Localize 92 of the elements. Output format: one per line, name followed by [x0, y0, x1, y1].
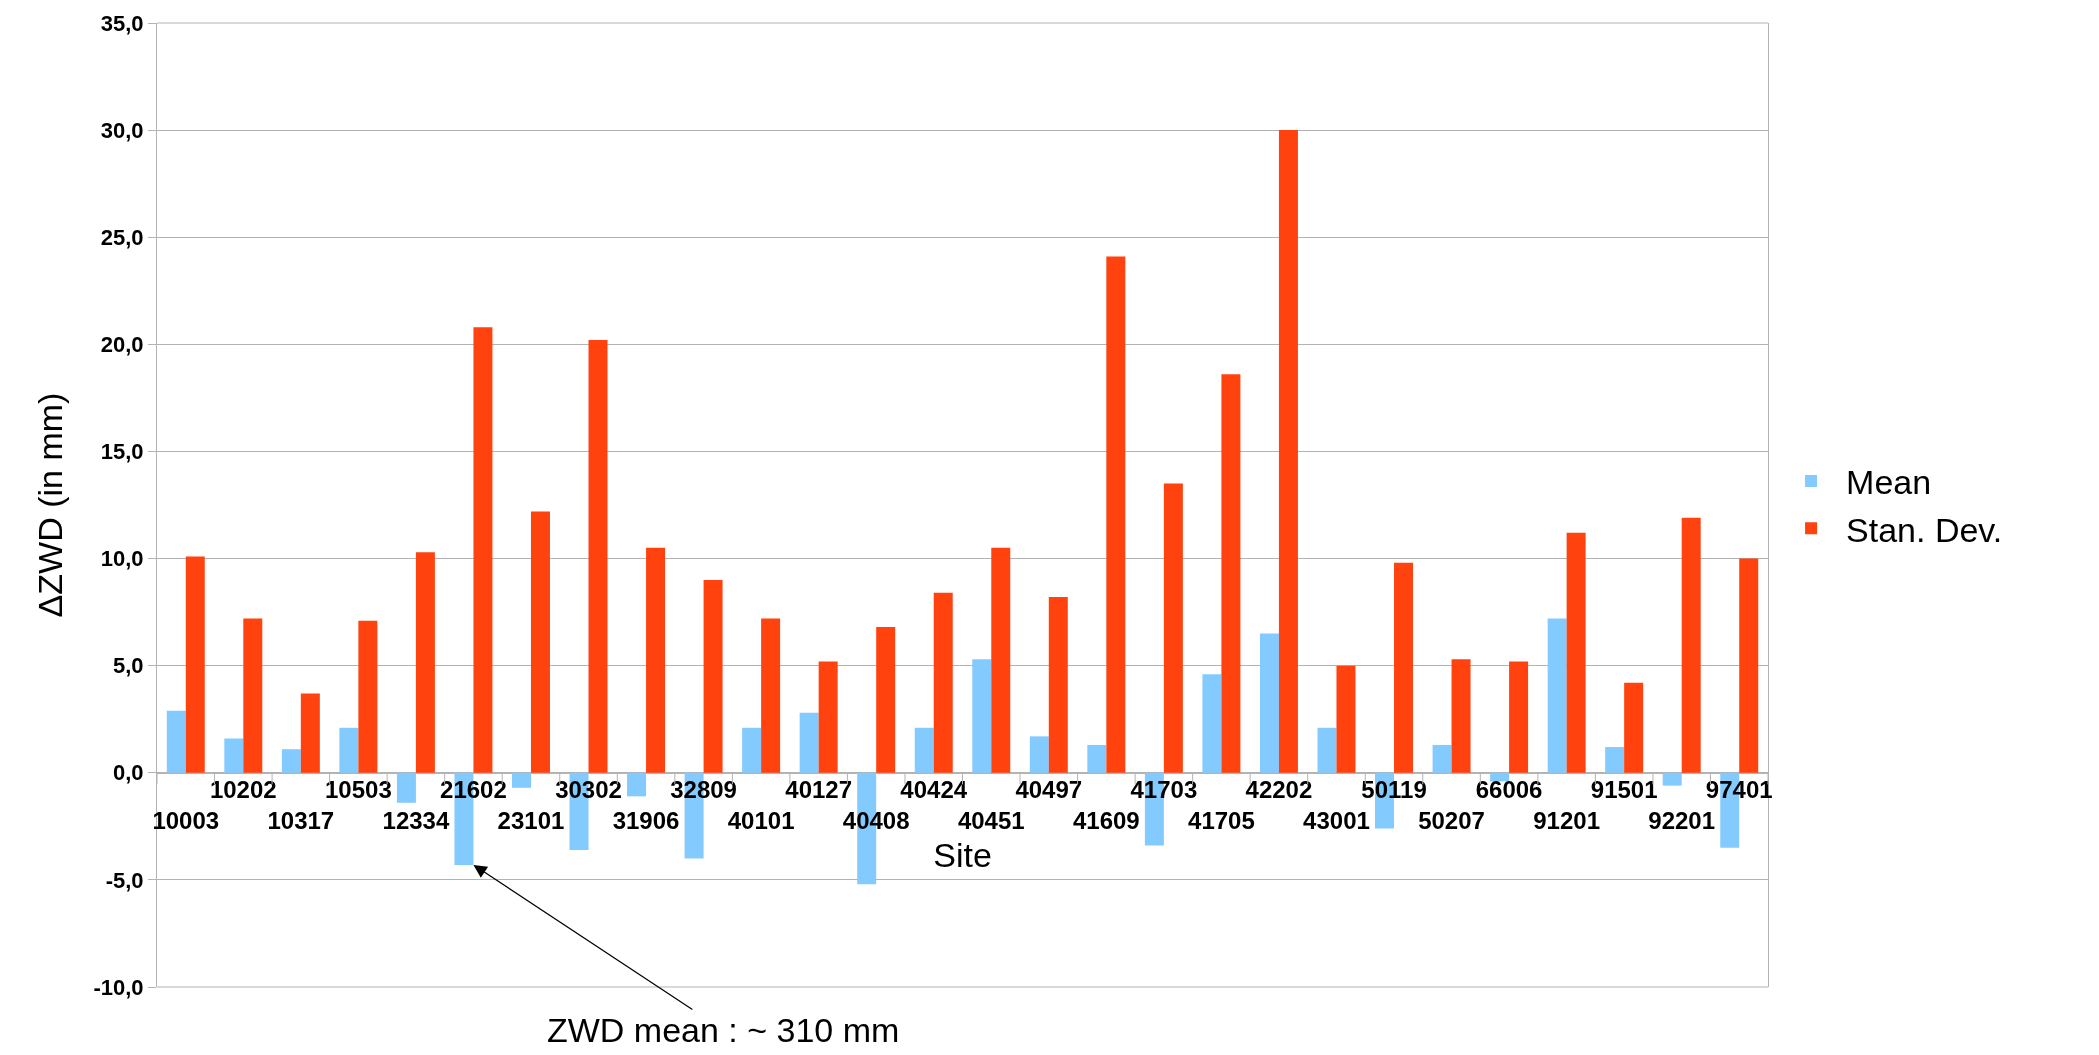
bar — [1739, 558, 1759, 773]
x-tick-label: 40497 — [1015, 775, 1083, 803]
bar — [1394, 562, 1413, 773]
x-tick-label: 10202 — [209, 775, 277, 803]
bar — [300, 693, 320, 773]
bar — [1336, 665, 1356, 773]
bar — [166, 710, 186, 773]
bar — [415, 552, 435, 773]
bar — [1106, 256, 1126, 773]
bar — [473, 327, 493, 773]
x-tick-label: 91201 — [1533, 806, 1601, 834]
bar — [224, 738, 244, 773]
bar — [646, 547, 666, 773]
x-tick-label: 50207 — [1418, 806, 1485, 834]
bar — [1566, 532, 1586, 773]
x-tick-label: 40424 — [900, 775, 968, 803]
legend-label: Mean — [1846, 463, 1932, 502]
bar — [627, 772, 647, 797]
x-tick-label: 10317 — [267, 806, 335, 834]
bar — [1163, 483, 1183, 773]
bar — [339, 727, 359, 773]
bar — [1202, 674, 1222, 773]
x-tick-label: 41705 — [1188, 806, 1255, 834]
bar — [1451, 659, 1471, 773]
bar — [972, 659, 992, 773]
y-tick-label: 15,0 — [100, 439, 144, 465]
bar — [281, 749, 301, 773]
y-tick-label: 0,0 — [113, 760, 144, 786]
bar — [1278, 130, 1298, 773]
bar — [1048, 597, 1068, 773]
y-tick-label: 35,0 — [100, 10, 144, 36]
y-tick-label: -5,0 — [105, 867, 144, 893]
y-tick-label: 25,0 — [100, 224, 144, 250]
x-tick-label: 92201 — [1648, 806, 1716, 834]
x-tick-label: 42202 — [1245, 775, 1313, 803]
bar — [1432, 744, 1452, 773]
bar — [530, 511, 550, 773]
bar — [876, 627, 896, 773]
y-axis-title: ΔZWD (in mm) — [31, 392, 70, 618]
x-tick-label: 40101 — [727, 806, 795, 834]
x-tick-label: 66006 — [1475, 775, 1543, 803]
bar — [512, 772, 531, 788]
x-tick-label: 10003 — [152, 806, 220, 834]
bar — [933, 592, 953, 773]
bar — [358, 620, 378, 773]
bar — [1547, 618, 1567, 773]
bar — [818, 661, 838, 773]
x-tick-label: 41609 — [1072, 806, 1140, 834]
y-tick-label: 10,0 — [100, 546, 144, 572]
bar — [185, 556, 205, 773]
x-tick-label: 41703 — [1130, 775, 1198, 803]
bar — [243, 618, 263, 773]
bar — [1221, 374, 1241, 773]
y-tick-label: 5,0 — [113, 653, 144, 679]
x-tick-label: 32809 — [670, 775, 737, 803]
x-tick-label: 91501 — [1590, 775, 1658, 803]
bar — [703, 579, 723, 773]
x-tick-label: 30302 — [555, 775, 622, 803]
x-tick-label: 10503 — [325, 775, 392, 803]
x-tick-label: 40408 — [842, 806, 910, 834]
bar — [1490, 772, 1510, 782]
bar — [1662, 772, 1682, 786]
bar — [1259, 633, 1279, 773]
bar — [1605, 747, 1625, 773]
x-axis-title: Site — [933, 836, 992, 875]
x-tick-label: 97401 — [1705, 775, 1773, 803]
legend-label: Stan. Dev. — [1846, 510, 2003, 549]
bar — [1681, 517, 1701, 773]
y-tick-label: -10,0 — [93, 974, 144, 1000]
x-tick-label: 12334 — [382, 806, 450, 834]
bar — [1029, 736, 1049, 773]
annotation: ZWD mean : ~ 310 mm — [547, 1011, 900, 1049]
x-tick-label: 23101 — [497, 806, 565, 834]
bar — [742, 727, 762, 773]
x-tick-label: 43001 — [1303, 806, 1370, 834]
x-tick-label: 31906 — [612, 806, 680, 834]
bar — [799, 712, 819, 773]
y-tick-label: 20,0 — [100, 332, 144, 358]
x-tick-label: 40127 — [785, 775, 853, 803]
bar — [1509, 661, 1529, 773]
bar — [396, 772, 416, 803]
x-tick-label: 50119 — [1361, 775, 1427, 803]
bar — [1624, 682, 1644, 773]
bar — [914, 727, 934, 773]
bar — [1317, 727, 1337, 773]
x-tick-label: 21602 — [440, 775, 507, 803]
bar — [991, 547, 1011, 773]
bar — [588, 340, 608, 773]
bar — [1087, 744, 1107, 773]
x-tick-label: 40451 — [957, 806, 1025, 834]
bar — [761, 618, 781, 773]
y-tick-label: 30,0 — [100, 117, 144, 143]
